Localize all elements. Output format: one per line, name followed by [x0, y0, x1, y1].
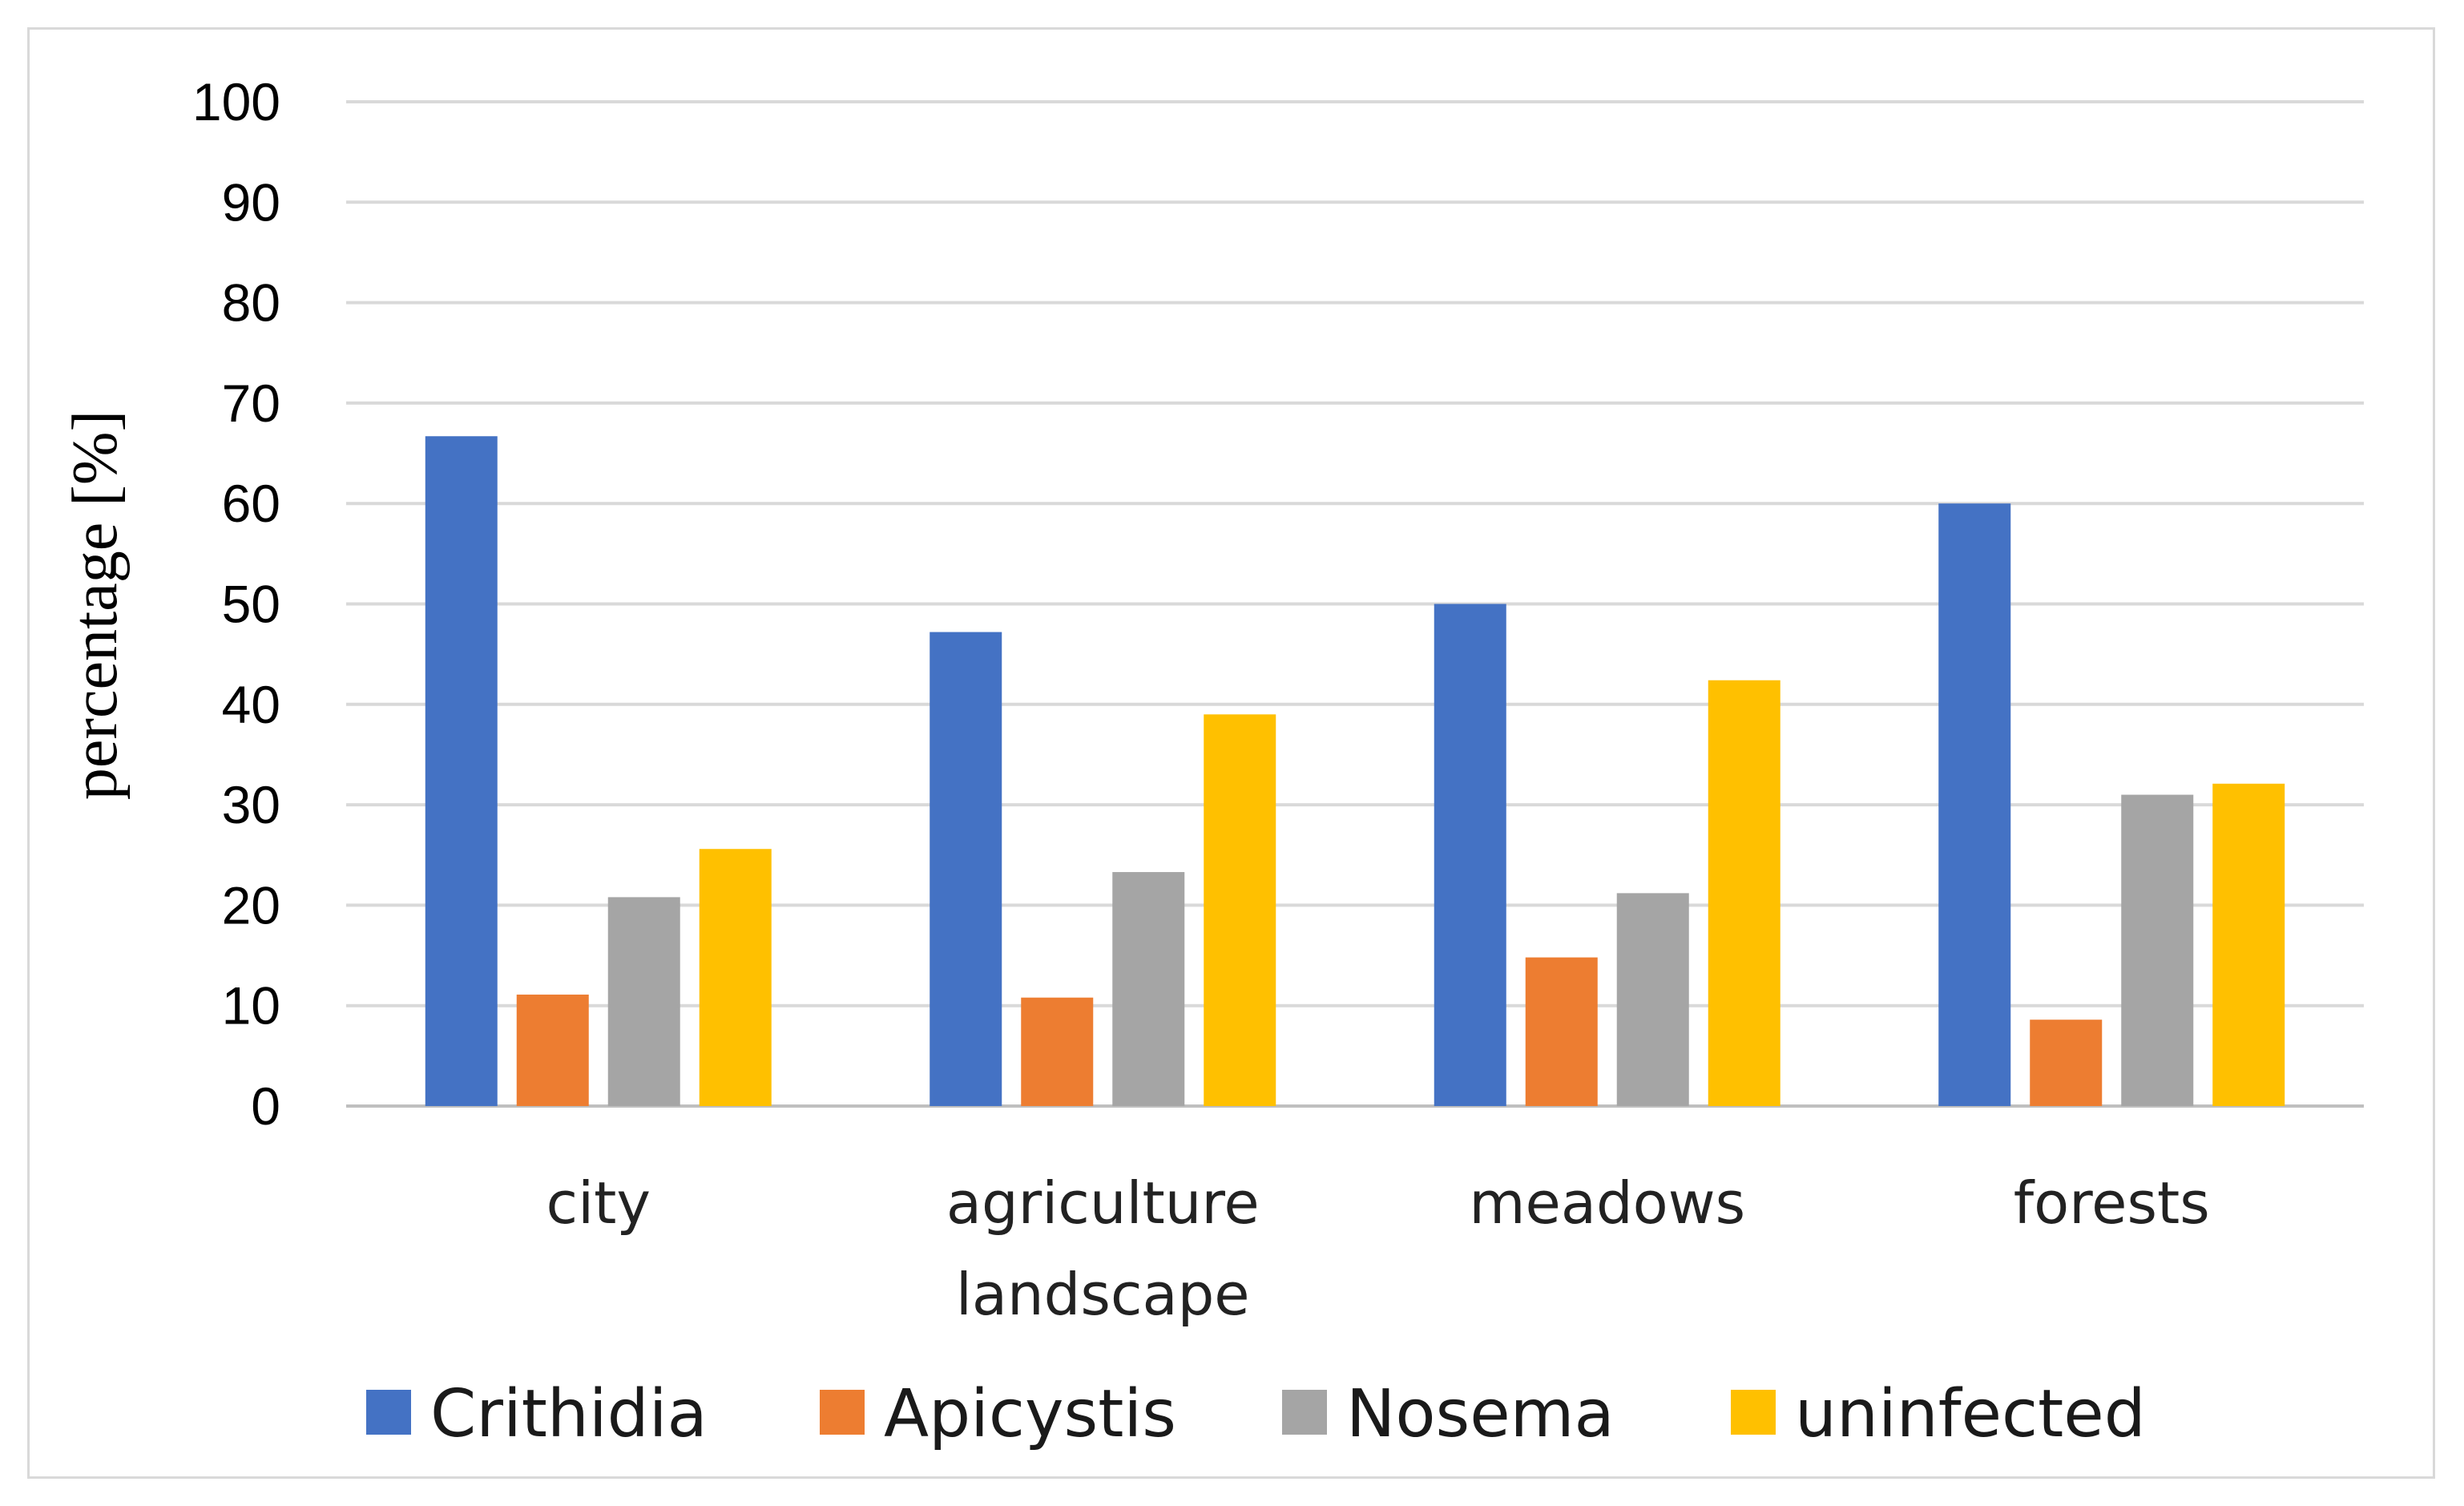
x-axis-categories: city agriculture landscape meadows forests — [546, 1169, 2210, 1328]
legend-swatch-nosema — [1282, 1390, 1327, 1435]
bar-apicystis-forests — [2030, 1019, 2103, 1106]
x-category-label: city — [546, 1169, 651, 1237]
y-tick-label: 30 — [222, 775, 280, 834]
y-axis-title: percentage [%] — [60, 410, 131, 800]
bar-apicystis-meadows — [1525, 957, 1598, 1106]
bar-uninfected-meadows — [1708, 680, 1780, 1106]
y-tick-label: 10 — [222, 976, 280, 1036]
legend-label-nosema: Nosema — [1346, 1376, 1615, 1452]
y-tick-label: 80 — [222, 273, 280, 333]
bar-crithidia-meadows — [1434, 604, 1506, 1106]
x-category-label: landscape — [956, 1261, 1250, 1328]
bars — [425, 436, 2285, 1106]
x-category-label: forests — [2014, 1169, 2210, 1237]
y-tick-label: 60 — [222, 474, 280, 533]
legend-swatch-uninfected — [1731, 1390, 1776, 1435]
bar-uninfected-agriculture-landscape — [1204, 714, 1276, 1106]
legend-label-apicystis: Apicystis — [884, 1376, 1176, 1452]
bar-crithidia-city — [425, 436, 498, 1106]
y-tick-label: 40 — [222, 675, 280, 734]
bar-nosema-agriculture-landscape — [1112, 872, 1185, 1106]
legend-swatch-apicystis — [820, 1390, 865, 1435]
y-tick-label: 50 — [222, 575, 280, 634]
bar-nosema-forests — [2121, 794, 2194, 1106]
legend-swatch-crithidia — [366, 1390, 411, 1435]
legend-label-uninfected: uninfected — [1795, 1376, 2146, 1452]
legend-label-crithidia: Crithidia — [430, 1376, 708, 1452]
x-category-label: meadows — [1469, 1169, 1745, 1237]
y-tick-label: 70 — [222, 373, 280, 433]
bar-uninfected-forests — [2212, 783, 2285, 1106]
bar-apicystis-agriculture-landscape — [1021, 997, 1094, 1106]
bar-nosema-city — [607, 897, 680, 1106]
y-tick-label: 100 — [192, 72, 280, 131]
y-tick-label: 20 — [222, 875, 280, 935]
bar-nosema-meadows — [1616, 893, 1689, 1106]
legend: Crithidia Apicystis Nosema uninfected — [366, 1376, 2146, 1452]
bar-apicystis-city — [516, 994, 589, 1106]
y-tick-label: 90 — [222, 172, 280, 232]
gridlines — [346, 100, 2364, 1108]
y-axis-ticks: 0 10 20 30 40 50 60 70 80 90 100 — [192, 72, 280, 1136]
bar-crithidia-agriculture-landscape — [930, 632, 1002, 1106]
x-category-label: agriculture — [946, 1169, 1260, 1237]
bar-crithidia-forests — [1938, 503, 2011, 1106]
y-tick-label: 0 — [251, 1076, 280, 1136]
bar-uninfected-city — [699, 849, 772, 1106]
